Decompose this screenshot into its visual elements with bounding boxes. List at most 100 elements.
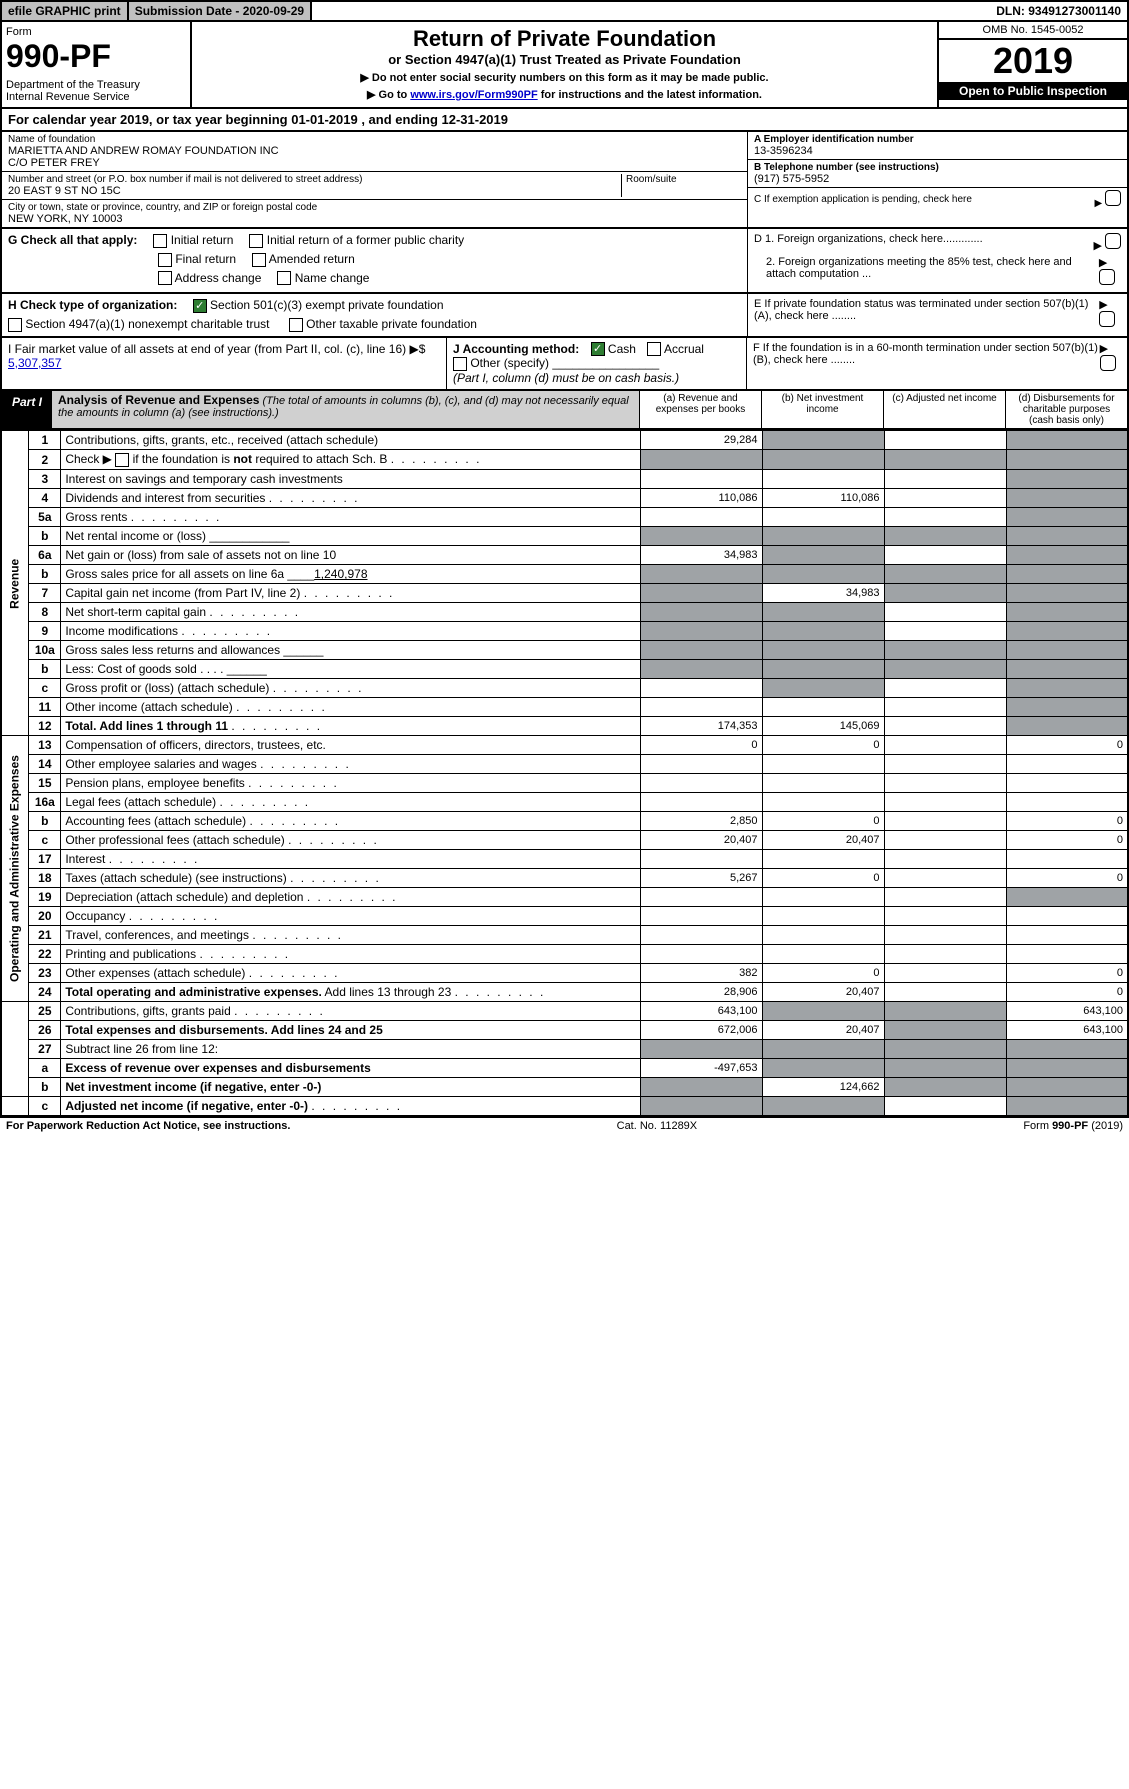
instr-1: ▶ Do not enter social security numbers o… <box>200 71 929 84</box>
row-19: Depreciation (attach schedule) and deple… <box>61 888 640 907</box>
row-25: Contributions, gifts, grants paid <box>61 1002 640 1021</box>
addr-label: Number and street (or P.O. box number if… <box>8 174 621 185</box>
row-7: Capital gain net income (from Part IV, l… <box>61 584 640 603</box>
top-bar: efile GRAPHIC print Submission Date - 20… <box>0 0 1129 22</box>
j-other-cb[interactable] <box>453 357 467 371</box>
row-6a: Net gain or (loss) from sale of assets n… <box>61 546 640 565</box>
footer-cat: Cat. No. 11289X <box>617 1120 698 1132</box>
row-16a: Legal fees (attach schedule) <box>61 793 640 812</box>
h-501c3-cb[interactable] <box>193 299 207 313</box>
section-i-j-f: I Fair market value of all assets at end… <box>0 338 1129 392</box>
g-final-cb[interactable] <box>158 253 172 267</box>
row-18: Taxes (attach schedule) (see instruction… <box>61 869 640 888</box>
d1-cb[interactable] <box>1105 233 1121 249</box>
e-cb[interactable] <box>1099 311 1115 327</box>
row-27c: Adjusted net income (if negative, enter … <box>61 1097 640 1117</box>
r2-cb[interactable] <box>115 453 129 467</box>
row-16b: Accounting fees (attach schedule) <box>61 812 640 831</box>
row-21: Travel, conferences, and meetings <box>61 926 640 945</box>
submission-date: Submission Date - 2020-09-29 <box>129 2 312 20</box>
revenue-label: Revenue <box>1 431 29 736</box>
j-note: (Part I, column (d) must be on cash basi… <box>453 371 740 385</box>
c-checkbox[interactable] <box>1105 190 1121 206</box>
g-label: G Check all that apply: <box>8 233 137 248</box>
g-initial-cb[interactable] <box>153 234 167 248</box>
g-name-cb[interactable] <box>277 271 291 285</box>
j-label: J Accounting method: <box>453 342 579 356</box>
row-10b: Less: Cost of goods sold . . . . ______ <box>61 660 640 679</box>
col-a-head: (a) Revenue and expenses per books <box>639 391 761 428</box>
col-b-head: (b) Net investment income <box>761 391 883 428</box>
row-2: Check ▶ if the foundation is not require… <box>61 450 640 470</box>
section-g-d: G Check all that apply: Initial return I… <box>0 229 1129 294</box>
e-label: E If private foundation status was termi… <box>754 298 1099 332</box>
row-27b: Net investment income (if negative, ente… <box>61 1078 640 1097</box>
row-13: Compensation of officers, directors, tru… <box>61 736 640 755</box>
row-4: Dividends and interest from securities <box>61 489 640 508</box>
f-label: F If the foundation is in a 60-month ter… <box>753 342 1100 386</box>
foundation-name: MARIETTA AND ANDREW ROMAY FOUNDATION INC… <box>8 145 741 169</box>
col-d-head: (d) Disbursements for charitable purpose… <box>1005 391 1127 428</box>
dept: Department of the Treasury Internal Reve… <box>6 79 186 103</box>
form-title: Return of Private Foundation <box>200 26 929 52</box>
h-other-cb[interactable] <box>289 318 303 332</box>
i-value[interactable]: 5,307,357 <box>8 356 61 370</box>
row-23: Other expenses (attach schedule) <box>61 964 640 983</box>
row-22: Printing and publications <box>61 945 640 964</box>
dln: DLN: 93491273001140 <box>990 2 1127 20</box>
footer-left: For Paperwork Reduction Act Notice, see … <box>6 1120 290 1132</box>
efile-print-btn[interactable]: efile GRAPHIC print <box>2 2 129 20</box>
section-h-e: H Check type of organization: Section 50… <box>0 294 1129 338</box>
org-info: Name of foundation MARIETTA AND ANDREW R… <box>0 132 1129 229</box>
part1-label: Part I <box>2 391 52 428</box>
row-11: Other income (attach schedule) <box>61 698 640 717</box>
row-27a: Excess of revenue over expenses and disb… <box>61 1059 640 1078</box>
form-subtitle: or Section 4947(a)(1) Trust Treated as P… <box>200 52 929 67</box>
ein-label: A Employer identification number <box>754 134 914 145</box>
phone-label: B Telephone number (see instructions) <box>754 162 939 173</box>
row-5b: Net rental income or (loss) ____________ <box>61 527 640 546</box>
j-accrual-cb[interactable] <box>647 342 661 356</box>
name-label: Name of foundation <box>8 134 741 145</box>
row-5a: Gross rents <box>61 508 640 527</box>
row-10a: Gross sales less returns and allowances … <box>61 641 640 660</box>
row-12: Total. Add lines 1 through 11 <box>61 717 640 736</box>
row-17: Interest <box>61 850 640 869</box>
j-cash-cb[interactable] <box>591 342 605 356</box>
omb: OMB No. 1545-0052 <box>939 22 1127 40</box>
f-cb[interactable] <box>1100 355 1116 371</box>
page-footer: For Paperwork Reduction Act Notice, see … <box>0 1117 1129 1134</box>
g-initial-former-cb[interactable] <box>249 234 263 248</box>
tax-year: 2019 <box>939 40 1127 82</box>
d2-label: 2. Foreign organizations meeting the 85%… <box>754 256 1099 288</box>
row-24: Total operating and administrative expen… <box>61 983 640 1002</box>
footer-form: Form 990-PF (2019) <box>1023 1120 1123 1132</box>
i-label: I Fair market value of all assets at end… <box>8 342 425 356</box>
d2-cb[interactable] <box>1099 269 1115 285</box>
row-1: Contributions, gifts, grants, etc., rece… <box>61 431 640 450</box>
row-6b: Gross sales price for all assets on line… <box>61 565 640 584</box>
room-label: Room/suite <box>621 174 741 197</box>
phone: (917) 575-5952 <box>754 173 1121 185</box>
irs-link[interactable]: www.irs.gov/Form990PF <box>410 89 537 101</box>
part1-table: Revenue 1Contributions, gifts, grants, e… <box>0 430 1129 1117</box>
row-16c: Other professional fees (attach schedule… <box>61 831 640 850</box>
city-state-zip: NEW YORK, NY 10003 <box>8 213 741 225</box>
col-c-head: (c) Adjusted net income <box>883 391 1005 428</box>
row-8: Net short-term capital gain <box>61 603 640 622</box>
street-address: 20 EAST 9 ST NO 15C <box>8 185 621 197</box>
row-27: Subtract line 26 from line 12: <box>61 1040 640 1059</box>
ein: 13-3596234 <box>754 145 1121 157</box>
city-label: City or town, state or province, country… <box>8 202 741 213</box>
row-20: Occupancy <box>61 907 640 926</box>
row-15: Pension plans, employee benefits <box>61 774 640 793</box>
row-26: Total expenses and disbursements. Add li… <box>61 1021 640 1040</box>
h-4947-cb[interactable] <box>8 318 22 332</box>
calendar-year: For calendar year 2019, or tax year begi… <box>0 109 1129 132</box>
form-label: Form <box>6 26 186 38</box>
g-address-cb[interactable] <box>158 271 172 285</box>
form-number: 990-PF <box>6 38 186 75</box>
g-amended-cb[interactable] <box>252 253 266 267</box>
h-label: H Check type of organization: <box>8 298 177 312</box>
form-header: Form 990-PF Department of the Treasury I… <box>0 22 1129 109</box>
